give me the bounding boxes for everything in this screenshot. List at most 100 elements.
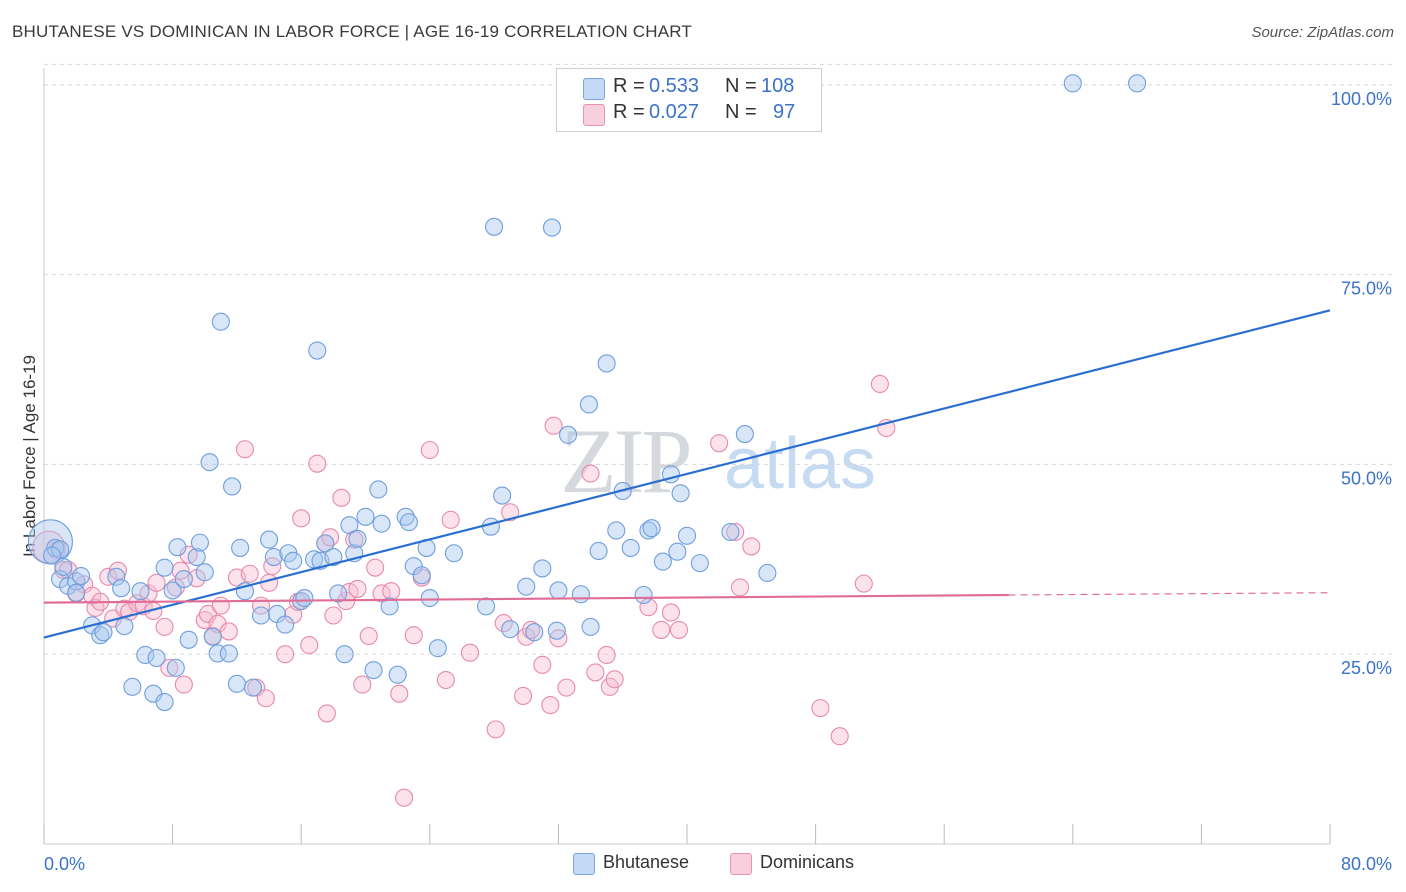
dominicans-point-93 xyxy=(830,727,849,746)
bhutanese-point-78 xyxy=(525,623,544,642)
bhutanese-point-95 xyxy=(653,552,672,571)
bhutanese-point-104 xyxy=(1063,74,1082,93)
bhutanese-point-16 xyxy=(136,645,155,665)
dominicans-point-33 xyxy=(235,440,254,459)
dominicans-point-31 xyxy=(219,622,238,641)
dominicans-point-95 xyxy=(870,374,889,394)
bhutanese-point-76 xyxy=(501,620,520,639)
bhutanese-point-40 xyxy=(259,530,279,549)
bhutanese-point-26 xyxy=(187,547,206,567)
bhutanese-point-24 xyxy=(174,570,193,589)
bhutanese-trendline xyxy=(43,309,1331,639)
chart-title: BHUTANESE VS DOMINICAN IN LABOR FORCE | … xyxy=(12,22,693,41)
dominicans-point-87 xyxy=(669,620,689,639)
bhutanese-point-93 xyxy=(639,521,658,540)
bhutanese-point-12 xyxy=(112,579,131,598)
bhutanese-point-36 xyxy=(231,538,250,557)
bhutanese-point-97 xyxy=(668,542,687,561)
dominicans-point-45 xyxy=(308,454,327,473)
bhutanese-point-103 xyxy=(758,563,777,583)
bhutanese-point-25 xyxy=(179,630,198,649)
dominicans-point-20 xyxy=(160,658,179,677)
bhutanese-point-73 xyxy=(481,517,500,536)
dominicans-point-60 xyxy=(390,684,409,703)
bhutanese-point-30 xyxy=(203,627,222,646)
bhutanese-point-13 xyxy=(115,617,134,636)
dominicans-r-value: 0.027 xyxy=(649,101,700,123)
bhutanese-point-10 xyxy=(94,623,113,642)
r-label: R = xyxy=(613,101,645,123)
bhutanese-point-34 xyxy=(223,477,242,496)
bhutanese-point-98 xyxy=(671,484,690,503)
dominicans-point-79 xyxy=(581,464,600,483)
dominicans-point-89 xyxy=(726,522,745,542)
trendlines xyxy=(43,309,1331,639)
dominicans-point-47 xyxy=(317,704,336,723)
dominicans-trendline xyxy=(43,593,1009,604)
axes xyxy=(43,68,1331,845)
bhutanese-point-60 xyxy=(369,480,388,499)
dominicans-point-62 xyxy=(404,626,423,645)
bhutanese-point-54 xyxy=(335,645,354,664)
bhutanese-point-9 xyxy=(91,626,110,645)
dominicans-point-64 xyxy=(420,440,439,460)
bhutanese-point-72 xyxy=(477,597,496,616)
dominicans-point-85 xyxy=(652,620,671,639)
bhutanese-point-38 xyxy=(243,678,263,697)
dominicans-point-90 xyxy=(730,578,750,597)
bhutanese-point-81 xyxy=(547,621,566,640)
dominicans-swatch xyxy=(583,104,605,126)
bhutanese-point-28 xyxy=(195,563,214,582)
bhutanese-point-19 xyxy=(155,692,174,712)
bhutanese-point-94 xyxy=(642,519,661,538)
legend-label-dominicans: Dominicans xyxy=(760,852,855,872)
x-tick-label-max: 80.0% xyxy=(1341,854,1392,874)
bhutanese-point-65 xyxy=(399,513,418,532)
dominicans-point-50 xyxy=(332,488,351,507)
bhutanese-r-value: 0.533 xyxy=(649,75,700,97)
dominicans-n-value: 97 xyxy=(773,101,796,123)
bhutanese-point-74 xyxy=(485,217,504,236)
bhutanese-point-6 xyxy=(67,583,86,602)
bhutanese-point-87 xyxy=(589,541,608,561)
bhutanese-point-15 xyxy=(131,582,150,601)
dominicans-point-71 xyxy=(513,686,533,706)
bhutanese-point-35 xyxy=(227,674,246,693)
dominicans-point-37 xyxy=(256,689,275,708)
dominicans-point-81 xyxy=(597,645,616,665)
bhutanese-point-57 xyxy=(348,529,367,548)
bhutanese-point-53 xyxy=(329,584,348,603)
bhutanese-point-100 xyxy=(690,554,709,573)
bhutanese-point-49 xyxy=(308,341,327,360)
bhutanese-point-77 xyxy=(517,577,536,596)
dominicans-point-80 xyxy=(586,663,605,682)
dominicans-point-68 xyxy=(486,720,505,739)
y-tick-label-0: 25.0% xyxy=(1341,658,1392,678)
bhutanese-point-105 xyxy=(1128,74,1147,93)
stats-legend: R = 0.533 N = 108 R = 0.027 N = 97 xyxy=(556,68,822,132)
bhutanese-point-62 xyxy=(380,597,399,616)
bhutanese-point-52 xyxy=(324,547,343,567)
bhutanese-point-55 xyxy=(340,516,359,535)
bhutanese-point-11 xyxy=(107,567,126,586)
y-tick-label-1: 50.0% xyxy=(1341,468,1392,488)
bhutanese-point-89 xyxy=(607,521,626,540)
watermark-zip: ZIP xyxy=(561,410,690,512)
y-tick-label-3: 100.0% xyxy=(1331,89,1392,109)
bhutanese-point-18 xyxy=(147,648,166,668)
bhutanese-point-32 xyxy=(211,312,230,331)
dominicans-point-88 xyxy=(710,434,729,453)
dominicans-point-70 xyxy=(501,503,520,522)
bhutanese-n-value: 108 xyxy=(761,75,795,97)
r-label: R = xyxy=(613,75,645,97)
bhutanese-point-39 xyxy=(251,606,271,625)
bhutanese-point-61 xyxy=(372,514,391,533)
dominicans-point-23 xyxy=(174,675,193,694)
bhutanese-point-41 xyxy=(264,547,283,567)
dominicans-point-44 xyxy=(300,636,319,655)
bhutanese-point-92 xyxy=(634,585,653,605)
dominicans-legend-swatch xyxy=(730,853,752,875)
dominicans-point-67 xyxy=(460,643,480,662)
bhutanese-point-23 xyxy=(168,538,187,557)
